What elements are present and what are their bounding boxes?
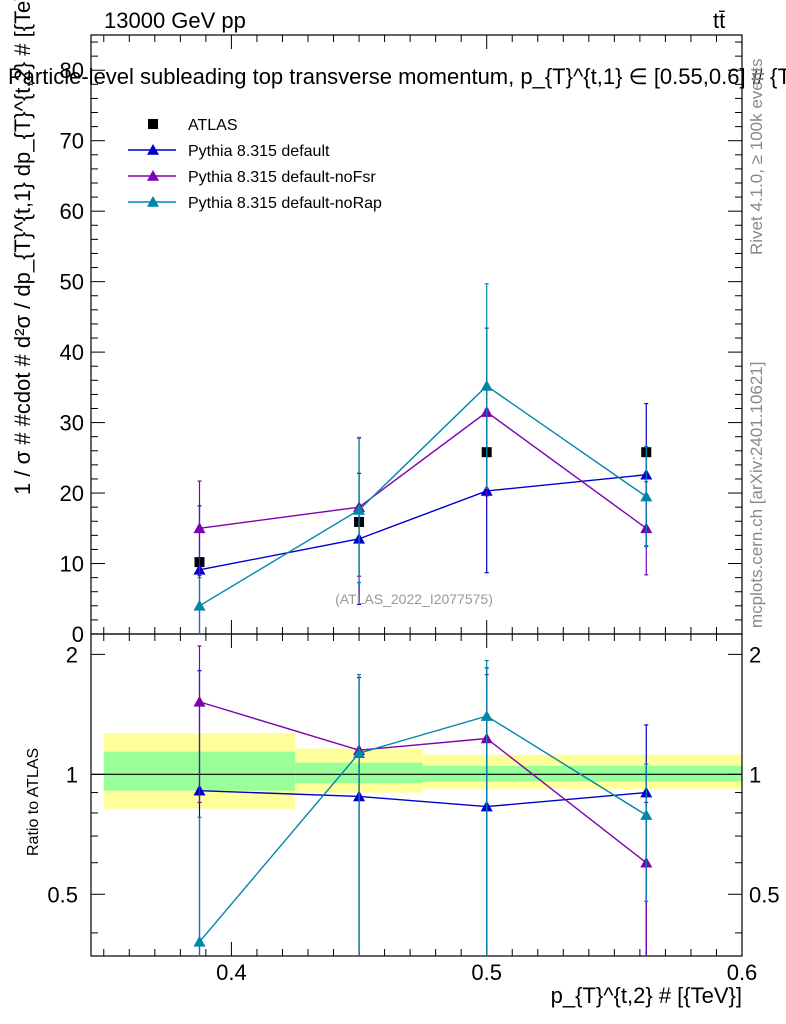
ratio-axis-ticks: 0.5 0.5 1 1 2 2 0.4 0.5 0.6 — [47, 634, 780, 985]
main-y-tick-label: 20 — [60, 481, 84, 506]
pythia-8-315-default-norap-ratio-line — [198, 715, 647, 943]
main-y-tick-label: 60 — [60, 199, 84, 224]
main-y-tick-label: 0 — [72, 622, 84, 647]
x-axis-label: p_{T}^{t,2} # [{TeV}] — [551, 983, 742, 1008]
main-y-tick-label: 80 — [60, 58, 84, 83]
pythia-8-315-default-nofsr-ratio-marker — [193, 695, 206, 707]
pythia-8-315-default-nofsr-line — [199, 411, 647, 529]
ratio-y-tick-label-left: 0.5 — [47, 882, 78, 907]
main-y-tick-label: 50 — [60, 270, 84, 295]
process-label: tt̄ — [713, 8, 725, 33]
energy-label: 13000 GeV pp — [104, 8, 246, 33]
pythia-8-315-default-norap-ratio-marker — [640, 809, 653, 820]
legend-marker — [147, 170, 159, 181]
main-series-group — [193, 283, 653, 634]
legend-entry-label: ATLAS — [188, 117, 238, 134]
ratio-y-tick-label-right: 2 — [749, 642, 761, 667]
ratio-uncertainty-bands — [103, 732, 742, 809]
ratio-plot-frame — [90, 633, 743, 957]
pythia-8-315-default-norap-marker — [193, 599, 206, 611]
ratio-y-axis-label: Ratio to ATLAS — [25, 748, 42, 856]
legend: ATLAS Pythia 8.315 default Pythia 8.315 de… — [128, 117, 382, 212]
ratio-series-group — [193, 645, 653, 956]
main-y-tick-label: 40 — [60, 340, 84, 365]
pythia-8-315-default-line — [199, 474, 647, 571]
ratio-y-tick-label-left: 1 — [66, 762, 78, 787]
ratio-y-tick-label-right: 0.5 — [749, 882, 780, 907]
ratio-y-tick-label-right: 1 — [749, 762, 761, 787]
mcplots-reference-label: mcplots.cern.ch [arXiv:2401.10621] — [747, 362, 766, 628]
pythia-8-315-default-ratio-line — [199, 789, 647, 808]
legend-entry-label: Pythia 8.315 default — [188, 143, 330, 160]
ratio-y-tick-label-left: 2 — [66, 642, 78, 667]
x-tick-label: 0.4 — [216, 960, 247, 985]
pythia-8-315-default-nofsr-ratio-line — [199, 701, 647, 864]
pythia-8-315-default-norap-marker — [640, 490, 653, 502]
pythia-8-315-default-nofsr-marker — [193, 522, 206, 534]
main-y-tick-label: 70 — [60, 129, 84, 154]
pythia-8-315-default-norap-ratio-marker — [480, 710, 493, 721]
pythia-8-315-default-norap-ratio-marker — [193, 935, 206, 947]
legend-entry-label: Pythia 8.315 default-noRap — [188, 195, 382, 212]
pythia-8-315-default-norap-line — [199, 385, 647, 607]
rivet-version-label: Rivet 4.1.0, ≥ 100k events — [747, 59, 766, 255]
legend-entry-label: Pythia 8.315 default-noFsr — [188, 169, 376, 186]
pythia-8-315-default-norap-ratio-marker — [353, 747, 366, 758]
analysis-watermark: (ATLAS_2022_I2077575) — [335, 591, 493, 607]
legend-marker — [147, 196, 159, 207]
legend-atlas-marker — [148, 119, 158, 129]
main-y-axis-label: 1 / σ # #cdot # d²σ / dp_{T}^{t,1} dp_{T… — [10, 0, 35, 495]
pythia-8-315-default-norap-marker — [480, 379, 493, 391]
x-tick-label: 0.6 — [727, 960, 758, 985]
main-axis-ticks: 10 20 30 40 50 60 70 80 0 — [60, 35, 743, 647]
pythia-8-315-default-norap-marker — [353, 503, 366, 515]
plot-title: Particle-level subleading top transverse… — [8, 64, 786, 89]
x-tick-label: 0.5 — [471, 960, 502, 985]
main-y-tick-label: 10 — [60, 552, 84, 577]
ratio-band-inner-2 — [422, 765, 742, 782]
main-y-tick-label: 30 — [60, 411, 84, 436]
legend-marker — [147, 144, 159, 155]
